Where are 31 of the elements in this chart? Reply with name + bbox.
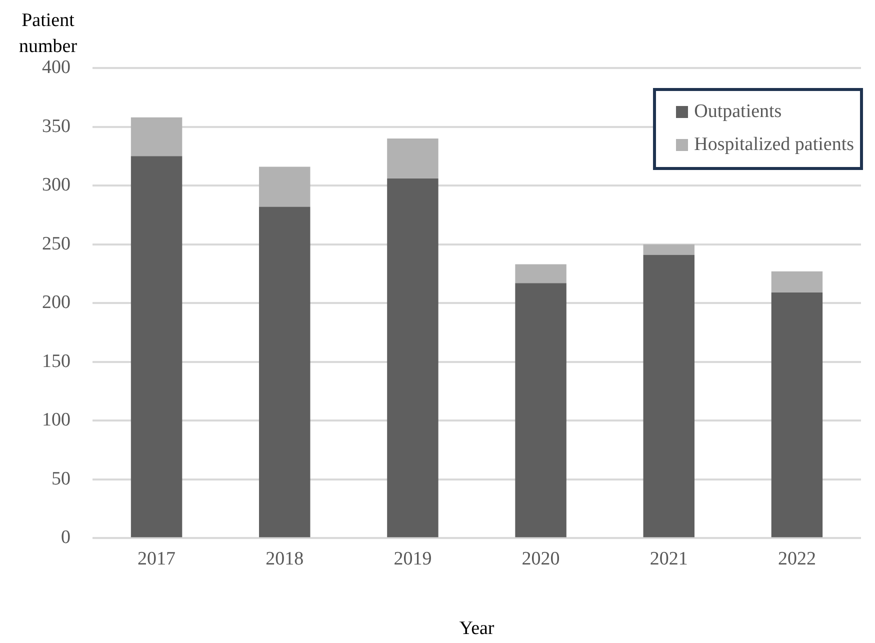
bar xyxy=(771,292,823,538)
bar xyxy=(387,178,438,538)
bar xyxy=(259,166,310,207)
x-tick-label: 2018 xyxy=(266,548,304,570)
y-tick-label: 0 xyxy=(61,527,70,548)
bar xyxy=(130,117,182,156)
y-tick-label: 350 xyxy=(42,116,70,137)
x-tick-label: 2022 xyxy=(778,548,816,570)
legend-label: Hospitalized patients xyxy=(694,134,854,156)
y-axis-title: Patient number xyxy=(18,10,78,57)
bar xyxy=(259,206,310,538)
y-tick-label: 200 xyxy=(42,292,70,314)
x-tick-label: 2019 xyxy=(394,548,432,570)
bar xyxy=(515,283,566,538)
bar xyxy=(643,254,694,538)
bar xyxy=(130,156,182,538)
x-tick-label: 2021 xyxy=(650,548,688,570)
y-tick-label: 400 xyxy=(42,56,70,78)
y-tick-label: 50 xyxy=(52,468,70,490)
bar xyxy=(387,138,438,178)
y-tick-label: 150 xyxy=(42,350,70,372)
x-tick-label: 2017 xyxy=(138,548,176,570)
x-tick-label: 2020 xyxy=(522,548,560,570)
bar xyxy=(643,244,694,255)
bar xyxy=(771,271,823,293)
x-axis-title: Year xyxy=(459,618,495,639)
y-tick-label: 300 xyxy=(42,174,70,196)
y-tick-label: 100 xyxy=(42,410,70,431)
y-tick-label: 250 xyxy=(42,233,70,254)
legend-label: Outpatients xyxy=(694,100,782,122)
bar xyxy=(515,264,566,284)
